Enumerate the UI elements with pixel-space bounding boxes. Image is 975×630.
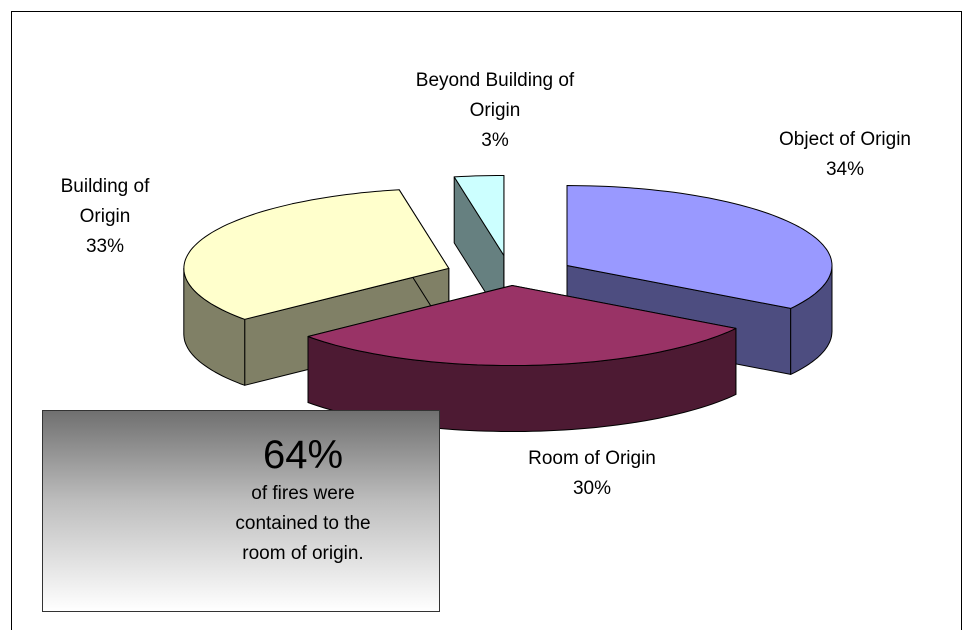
annotation-headline: 64% — [262, 433, 344, 477]
value-label: 33% — [85, 236, 125, 257]
chart-frame — [11, 11, 962, 630]
annotation-text: of fires were contained to the room of o… — [235, 483, 371, 564]
data-label: Object of Origin 34% — [745, 125, 945, 185]
annotation-box: 64% of fires were contained to the room … — [42, 410, 440, 612]
slice-top — [566, 185, 833, 309]
slice-top — [307, 285, 737, 366]
value-label: 30% — [572, 478, 612, 499]
pie-slice — [566, 185, 833, 375]
data-label: Beyond Building of Origin 3% — [400, 66, 590, 156]
pie-slice — [453, 175, 505, 322]
category-label: Beyond Building of Origin — [415, 70, 575, 121]
slice-top — [183, 189, 450, 320]
pie-slice — [307, 285, 737, 432]
data-label: Room of Origin 30% — [492, 444, 692, 504]
value-label: 3% — [481, 130, 509, 151]
value-label: 34% — [825, 159, 865, 180]
category-label: Object of Origin — [779, 129, 911, 150]
category-label: Room of Origin — [528, 448, 656, 469]
slice-top — [453, 175, 505, 256]
data-label: Building of Origin 33% — [45, 172, 165, 262]
category-label: Building of Origin — [60, 176, 150, 227]
